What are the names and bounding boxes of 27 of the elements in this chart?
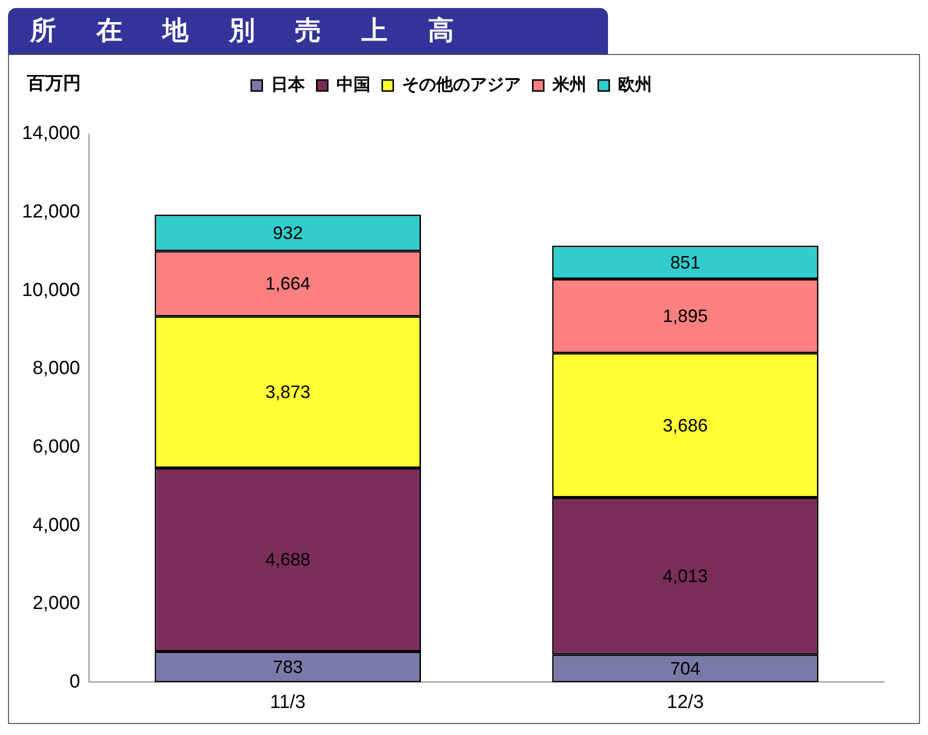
data-label: 783 (272, 656, 303, 677)
y-tick-label: 14,000 (22, 123, 80, 144)
data-label: 4,013 (662, 566, 708, 586)
x-tick-label: 12/3 (666, 692, 704, 713)
legend-label: 米州 (551, 74, 586, 95)
y-tick-label: 2,000 (32, 593, 80, 614)
data-label: 932 (272, 222, 303, 243)
data-label: 3,686 (662, 415, 708, 436)
y-tick-label: 8,000 (32, 358, 80, 380)
legend-label: その他のアジア (402, 74, 521, 95)
data-label: 1,664 (265, 274, 310, 294)
legend-label: 日本 (270, 74, 306, 95)
data-label: 1,895 (662, 306, 708, 326)
data-label: 704 (670, 658, 700, 678)
data-label: 3,873 (265, 382, 310, 402)
y-axis-title: 百万円 (27, 72, 81, 95)
y-tick-label: 6,000 (32, 436, 80, 458)
y-tick-label: 10,000 (22, 280, 80, 301)
y-tick-label: 4,000 (32, 514, 80, 536)
x-tick-label: 11/3 (270, 692, 306, 713)
chart-title: 所在地別売上高 (8, 8, 608, 54)
y-tick-label: 12,000 (22, 202, 80, 223)
data-label: 4,688 (265, 550, 310, 570)
data-label: 851 (670, 252, 700, 272)
legend-label: 中国 (336, 74, 370, 95)
y-tick-label: 0 (70, 671, 80, 692)
legend-label: 欧州 (618, 74, 652, 95)
